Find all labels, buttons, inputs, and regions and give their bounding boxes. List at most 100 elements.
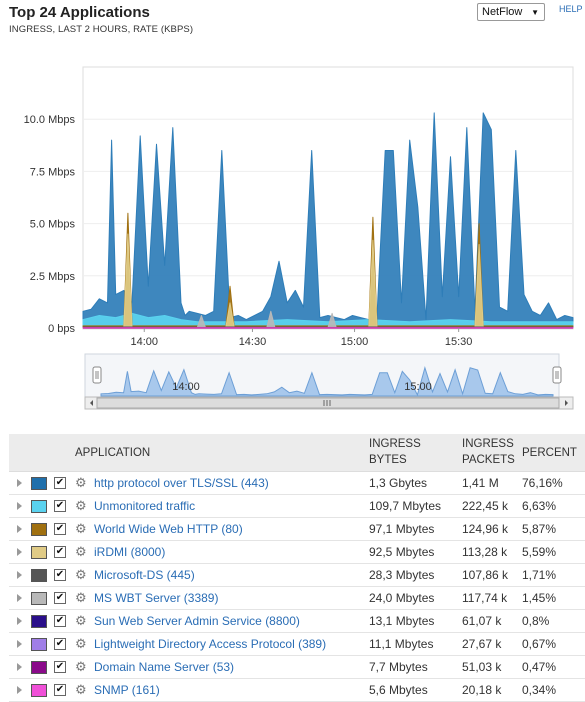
gear-icon[interactable]: ⚙ (75, 498, 87, 514)
series-checkbox[interactable]: ✔ (54, 638, 66, 650)
expand-icon[interactable] (17, 686, 22, 694)
header-ingress-packets-line1: INGRESS (462, 438, 514, 450)
series-checkbox[interactable]: ✔ (54, 615, 66, 627)
ingress-packets-cell: 117,74 k (462, 591, 507, 605)
scrollbar-thumb[interactable] (97, 398, 559, 408)
expand-icon[interactable] (17, 525, 22, 533)
ingress-bytes-cell: 97,1 Mbytes (369, 522, 434, 536)
percent-cell: 5,87% (522, 522, 556, 536)
expand-icon[interactable] (17, 548, 22, 556)
gear-icon[interactable]: ⚙ (75, 659, 87, 675)
navigator-scrollbar[interactable] (85, 397, 573, 409)
application-link[interactable]: http protocol over TLS/SSL (443) (94, 476, 269, 490)
percent-cell: 0,8% (522, 614, 549, 628)
ingress-packets-cell: 61,07 k (462, 614, 501, 628)
application-link[interactable]: Lightweight Directory Access Protocol (3… (94, 637, 326, 651)
header-percent[interactable]: PERCENT (522, 445, 577, 461)
ingress-packets-cell: 107,86 k (462, 568, 508, 582)
expand-icon[interactable] (17, 502, 22, 510)
header-ingress-bytes[interactable]: INGRESS BYTES (369, 436, 421, 468)
ingress-bytes-cell: 1,3 Gbytes (369, 476, 427, 490)
gear-icon[interactable]: ⚙ (75, 613, 87, 629)
header-ingress-packets-line2: PACKETS (462, 454, 515, 466)
application-link[interactable]: SNMP (161) (94, 683, 160, 697)
application-link[interactable]: Domain Name Server (53) (94, 660, 234, 674)
series-color-swatch (31, 500, 47, 513)
application-link[interactable]: World Wide Web HTTP (80) (94, 522, 243, 536)
expand-icon[interactable] (17, 479, 22, 487)
series-color-swatch (31, 638, 47, 651)
header-ingress-bytes-line1: INGRESS (369, 438, 421, 450)
expand-icon[interactable] (17, 594, 22, 602)
series-checkbox[interactable]: ✔ (54, 569, 66, 581)
navigator[interactable]: 14:00 15:00 (85, 354, 561, 398)
application-link[interactable]: Unmonitored traffic (94, 499, 195, 513)
applications-table: APPLICATION INGRESS BYTES INGRESS PACKET… (9, 434, 585, 702)
series-checkbox[interactable]: ✔ (54, 684, 66, 696)
ingress-bytes-cell: 28,3 Mbytes (369, 568, 434, 582)
header-ingress-bytes-line2: BYTES (369, 454, 407, 466)
series-color-swatch (31, 546, 47, 559)
table-row[interactable]: ✔ ⚙ Sun Web Server Admin Service (8800) 13,… (9, 610, 585, 633)
gear-icon[interactable]: ⚙ (75, 636, 87, 652)
x-tick-label: 15:30 (445, 336, 473, 348)
ingress-packets-cell: 27,67 k (462, 637, 501, 651)
ingress-bytes-cell: 7,7 Mbytes (369, 660, 428, 674)
y-tick-label: 10.0 Mbps (24, 114, 76, 126)
navigator-left-handle[interactable] (93, 367, 101, 383)
percent-cell: 1,45% (522, 591, 556, 605)
series-checkbox[interactable]: ✔ (54, 500, 66, 512)
series-checkbox[interactable]: ✔ (54, 661, 66, 673)
ingress-bytes-cell: 5,6 Mbytes (369, 683, 428, 697)
percent-cell: 5,59% (522, 545, 556, 559)
application-link[interactable]: iRDMI (8000) (94, 545, 165, 559)
x-tick-label: 15:00 (341, 336, 369, 348)
table-row[interactable]: ✔ ⚙ Lightweight Directory Access Protocol … (9, 633, 585, 656)
application-link[interactable]: Microsoft-DS (445) (94, 568, 195, 582)
help-link[interactable]: HELP (559, 4, 583, 14)
table-row[interactable]: ✔ ⚙ http protocol over TLS/SSL (443) 1,3 Gb… (9, 472, 585, 495)
series-checkbox[interactable]: ✔ (54, 477, 66, 489)
navigator-right-handle[interactable] (553, 367, 561, 383)
gear-icon[interactable]: ⚙ (75, 544, 87, 560)
application-link[interactable]: MS WBT Server (3389) (94, 591, 218, 605)
gear-icon[interactable]: ⚙ (75, 475, 87, 491)
series-checkbox[interactable]: ✔ (54, 546, 66, 558)
header-application[interactable]: APPLICATION (75, 445, 150, 461)
widget-title: Top 24 Applications (9, 4, 150, 21)
x-tick-label: 14:00 (130, 336, 158, 348)
gear-icon[interactable]: ⚙ (75, 590, 87, 606)
expand-icon[interactable] (17, 640, 22, 648)
expand-icon[interactable] (17, 571, 22, 579)
navigator-tick-label: 14:00 (172, 381, 200, 393)
percent-cell: 6,63% (522, 499, 556, 513)
series-color-swatch (31, 569, 47, 582)
ingress-bytes-cell: 13,1 Mbytes (369, 614, 434, 628)
flow-type-value: NetFlow (482, 6, 522, 18)
y-tick-label: 2.5 Mbps (30, 271, 76, 283)
y-tick-label: 7.5 Mbps (30, 166, 76, 178)
flow-type-select[interactable]: NetFlow ▼ (477, 3, 545, 21)
expand-icon[interactable] (17, 663, 22, 671)
series-checkbox[interactable]: ✔ (54, 592, 66, 604)
expand-icon[interactable] (17, 617, 22, 625)
series-color-swatch (31, 615, 47, 628)
table-body: ✔ ⚙ http protocol over TLS/SSL (443) 1,3 Gb… (9, 472, 585, 702)
application-link[interactable]: Sun Web Server Admin Service (8800) (94, 614, 300, 628)
header-ingress-packets[interactable]: INGRESS PACKETS (462, 436, 515, 468)
gear-icon[interactable]: ⚙ (75, 567, 87, 583)
gear-icon[interactable]: ⚙ (75, 521, 87, 537)
series-checkbox[interactable]: ✔ (54, 523, 66, 535)
y-tick-label: 0 bps (48, 323, 75, 335)
navigator-tick-label: 15:00 (404, 381, 432, 393)
x-tick-label: 14:30 (239, 336, 267, 348)
ingress-packets-cell: 113,28 k (462, 545, 507, 559)
